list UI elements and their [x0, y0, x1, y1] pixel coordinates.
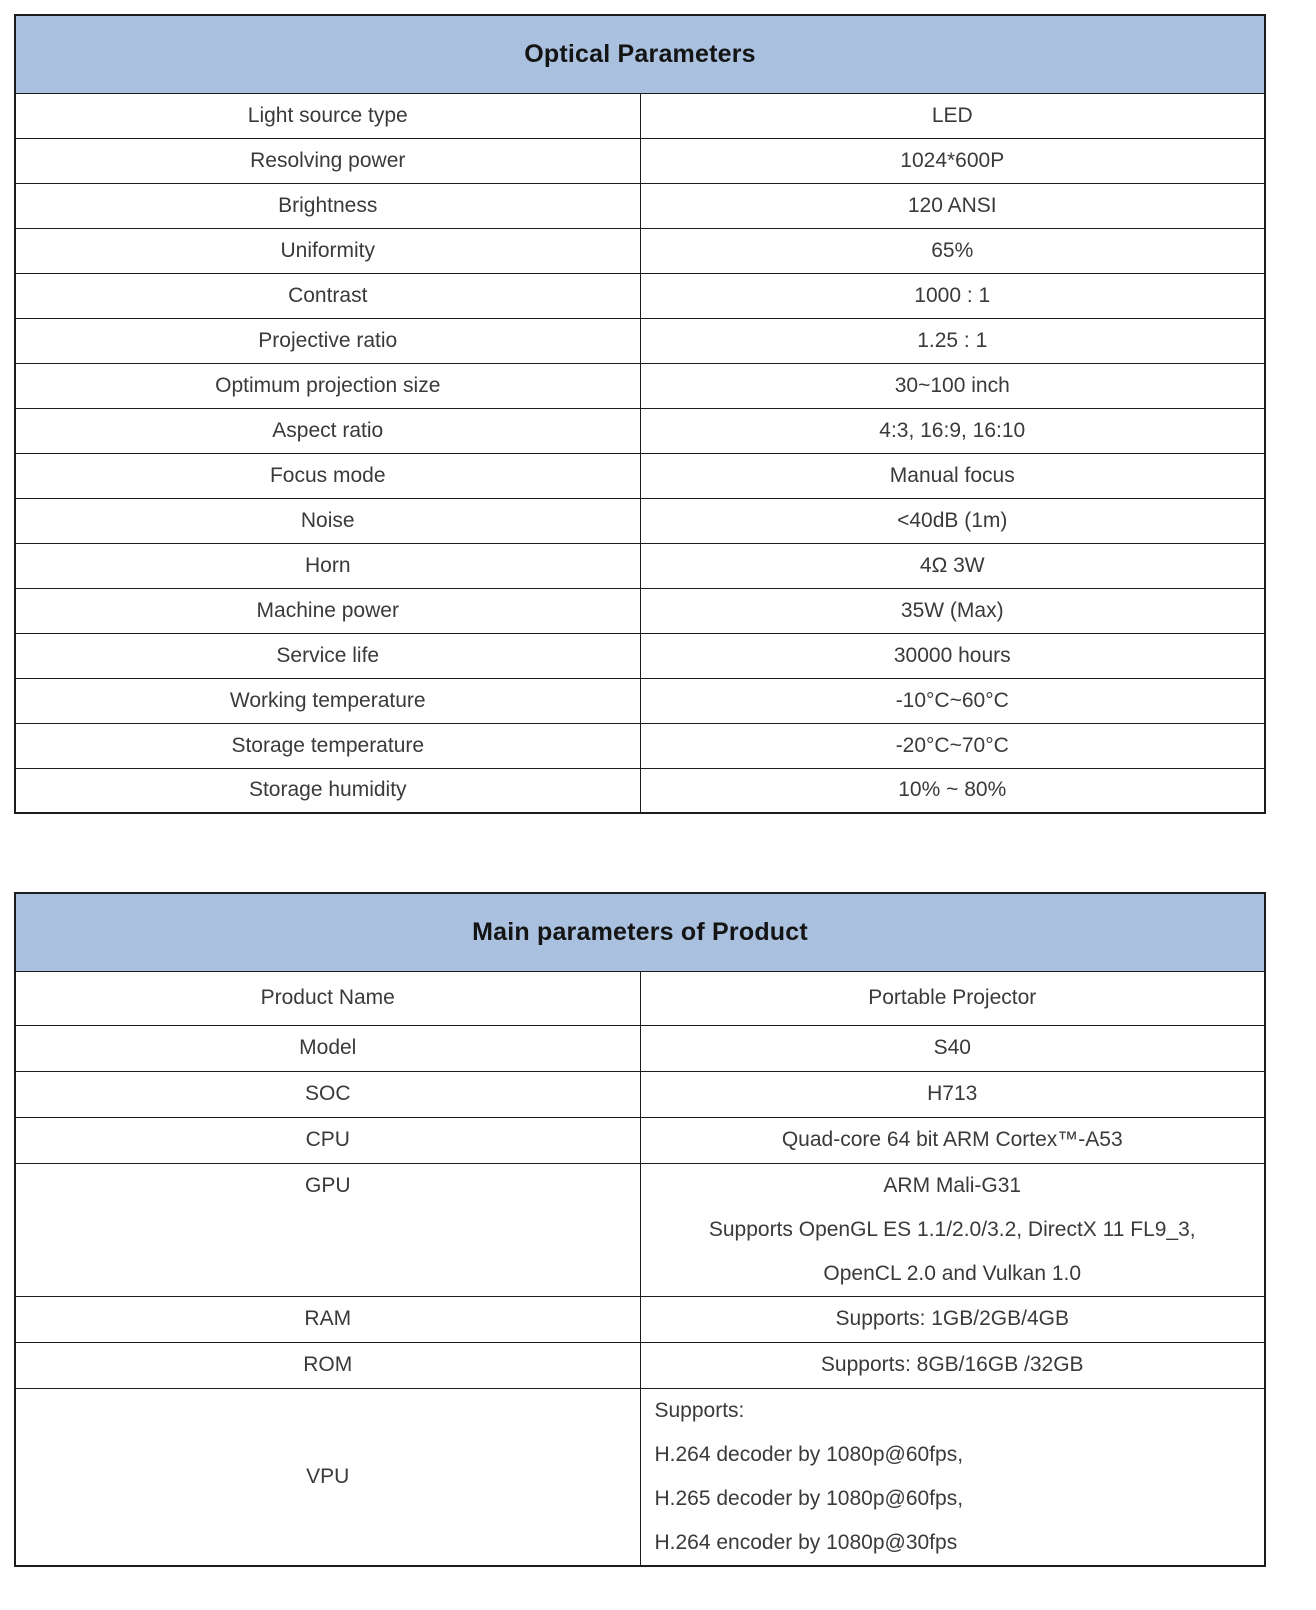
- value-line: H.264 decoder by 1080p@60fps,: [654, 1442, 964, 1466]
- row-value: H713: [639, 1070, 1266, 1118]
- row-value: Supports: 8GB/16GB /32GB: [639, 1341, 1266, 1389]
- row-label: Model: [14, 1024, 641, 1072]
- row-value: 65%: [639, 227, 1266, 274]
- table-row: Projective ratio 1.25 : 1: [14, 317, 1266, 364]
- row-label: Optimum projection size: [14, 362, 641, 409]
- row-value: -20°C~70°C: [639, 722, 1266, 769]
- row-label: Aspect ratio: [14, 407, 641, 454]
- row-label: Noise: [14, 497, 641, 544]
- table-row: SOC H713: [14, 1070, 1266, 1118]
- table-row: Machine power 35W (Max): [14, 587, 1266, 634]
- row-label: Working temperature: [14, 677, 641, 724]
- row-label: Service life: [14, 632, 641, 679]
- table-row: Optimum projection size 30~100 inch: [14, 362, 1266, 409]
- main-parameters-table: Main parameters of Product Product Name …: [14, 892, 1266, 1567]
- row-value: LED: [639, 92, 1266, 139]
- row-value: 35W (Max): [639, 587, 1266, 634]
- row-value: 1000 : 1: [639, 272, 1266, 319]
- table-row: ROM Supports: 8GB/16GB /32GB: [14, 1341, 1266, 1389]
- row-label: SOC: [14, 1070, 641, 1118]
- row-label: Contrast: [14, 272, 641, 319]
- table-header-row: Main parameters of Product: [14, 892, 1266, 972]
- main-table-title: Main parameters of Product: [14, 892, 1266, 972]
- table-row: Horn 4Ω 3W: [14, 542, 1266, 589]
- row-value: 10% ~ 80%: [639, 767, 1266, 814]
- row-value: S40: [639, 1024, 1266, 1072]
- table-row: Product Name Portable Projector: [14, 970, 1266, 1026]
- row-label: VPU: [14, 1387, 641, 1566]
- table-row: RAM Supports: 1GB/2GB/4GB: [14, 1295, 1266, 1343]
- row-value: 4Ω 3W: [639, 542, 1266, 589]
- table-row: Noise <40dB (1m): [14, 497, 1266, 544]
- table-row: Light source type LED: [14, 92, 1266, 139]
- row-label: Horn: [14, 542, 641, 589]
- table-row: GPU ARM Mali-G31 Supports OpenGL ES 1.1/…: [14, 1162, 1266, 1297]
- table-header-row: Optical Parameters: [14, 14, 1266, 94]
- row-label: Storage temperature: [14, 722, 641, 769]
- table-row: Focus mode Manual focus: [14, 452, 1266, 499]
- table-row: Working temperature -10°C~60°C: [14, 677, 1266, 724]
- row-label: Resolving power: [14, 137, 641, 184]
- row-value: -10°C~60°C: [639, 677, 1266, 724]
- table-row: CPU Quad-core 64 bit ARM Cortex™-A53: [14, 1116, 1266, 1164]
- row-label: Brightness: [14, 182, 641, 229]
- row-label: Focus mode: [14, 452, 641, 499]
- row-value: 30~100 inch: [639, 362, 1266, 409]
- row-label: RAM: [14, 1295, 641, 1343]
- row-value: Supports: H.264 decoder by 1080p@60fps, …: [639, 1387, 1266, 1566]
- row-value: 1.25 : 1: [639, 317, 1266, 364]
- value-line: Supports OpenGL ES 1.1/2.0/3.2, DirectX …: [708, 1217, 1196, 1241]
- row-value: ARM Mali-G31 Supports OpenGL ES 1.1/2.0/…: [639, 1162, 1266, 1297]
- row-label: Uniformity: [14, 227, 641, 274]
- value-line: H.264 encoder by 1080p@30fps: [654, 1530, 958, 1554]
- row-label: CPU: [14, 1116, 641, 1164]
- row-value: 120 ANSI: [639, 182, 1266, 229]
- spec-sheet-page: Optical Parameters Light source type LED…: [14, 14, 1266, 1567]
- table-row: Model S40: [14, 1024, 1266, 1072]
- row-label: Storage humidity: [14, 767, 641, 814]
- table-row: Aspect ratio 4:3, 16:9, 16:10: [14, 407, 1266, 454]
- row-label: ROM: [14, 1341, 641, 1389]
- row-label: Light source type: [14, 92, 641, 139]
- row-value: 4:3, 16:9, 16:10: [639, 407, 1266, 454]
- optical-parameters-table: Optical Parameters Light source type LED…: [14, 14, 1266, 814]
- row-value: Quad-core 64 bit ARM Cortex™-A53: [639, 1116, 1266, 1164]
- table-row: Storage humidity 10% ~ 80%: [14, 767, 1266, 814]
- optical-table-title: Optical Parameters: [14, 14, 1266, 94]
- table-row: Contrast 1000 : 1: [14, 272, 1266, 319]
- table-row: Storage temperature -20°C~70°C: [14, 722, 1266, 769]
- value-line: OpenCL 2.0 and Vulkan 1.0: [823, 1261, 1082, 1285]
- table-row: Brightness 120 ANSI: [14, 182, 1266, 229]
- row-label: Projective ratio: [14, 317, 641, 364]
- row-value: 1024*600P: [639, 137, 1266, 184]
- value-line: ARM Mali-G31: [883, 1173, 1022, 1197]
- row-value: <40dB (1m): [639, 497, 1266, 544]
- table-row: Uniformity 65%: [14, 227, 1266, 274]
- row-value: Portable Projector: [639, 970, 1266, 1026]
- row-value: Manual focus: [639, 452, 1266, 499]
- row-value: Supports: 1GB/2GB/4GB: [639, 1295, 1266, 1343]
- table-row: Service life 30000 hours: [14, 632, 1266, 679]
- row-label: Product Name: [14, 970, 641, 1026]
- row-value: 30000 hours: [639, 632, 1266, 679]
- row-label: GPU: [14, 1162, 641, 1297]
- table-row: VPU Supports: H.264 decoder by 1080p@60f…: [14, 1387, 1266, 1566]
- value-line: H.265 decoder by 1080p@60fps,: [654, 1486, 964, 1510]
- value-line: Supports:: [654, 1398, 745, 1422]
- table-row: Resolving power 1024*600P: [14, 137, 1266, 184]
- row-label: Machine power: [14, 587, 641, 634]
